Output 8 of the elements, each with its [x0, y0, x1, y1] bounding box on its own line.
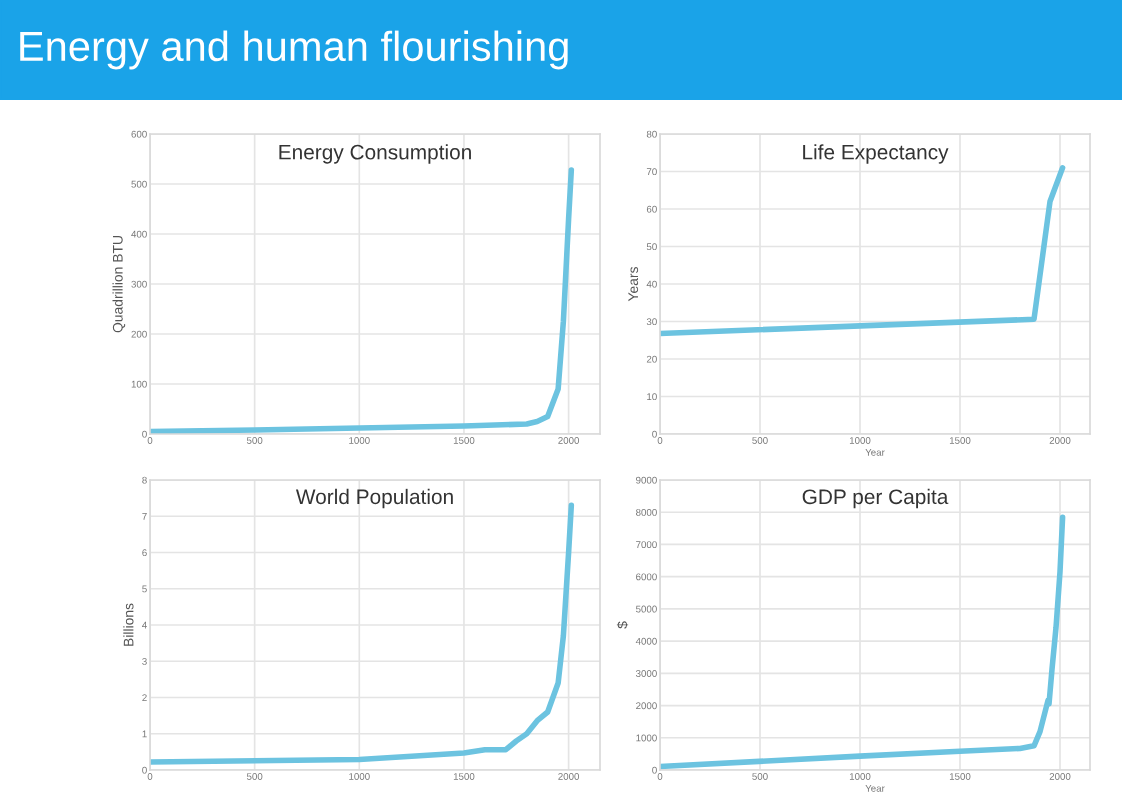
chart-title: World Population [295, 488, 453, 509]
chart-title: Energy Consumption [279, 144, 471, 164]
line-series [660, 514, 1066, 770]
chart-title: Life Expectancy [803, 144, 949, 164]
text: Energy and human flourishing [20, 30, 568, 70]
chart-title: GDP per Capita [802, 488, 949, 509]
line-series [150, 167, 575, 434]
line-series [660, 164, 1066, 337]
